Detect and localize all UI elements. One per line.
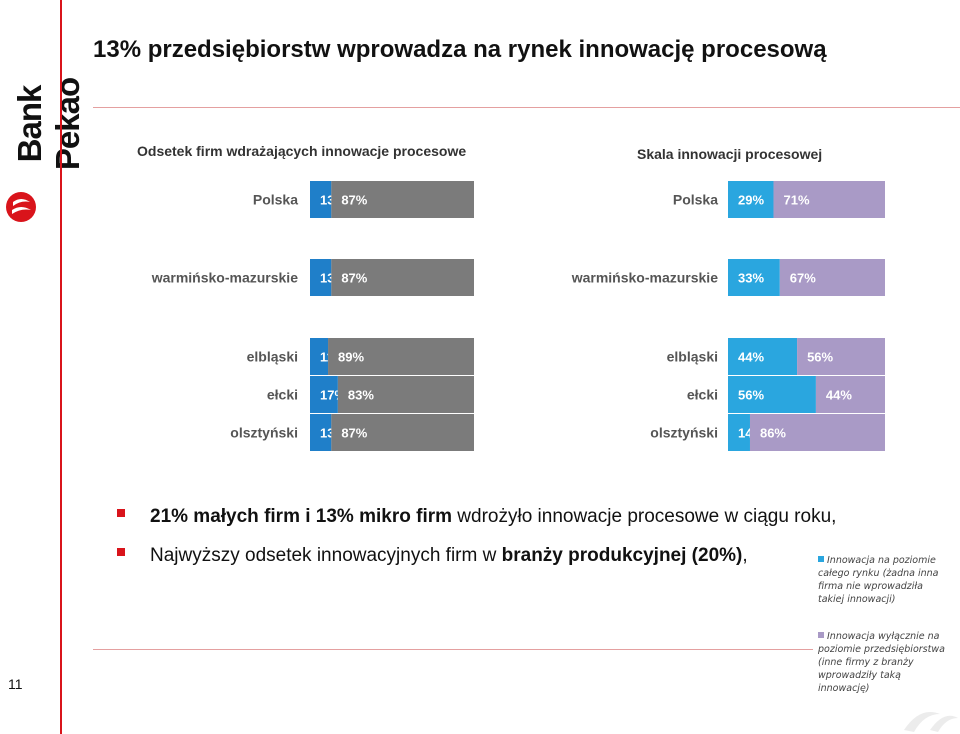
- bullet-marker-1: [117, 509, 125, 517]
- watermark-logo-icon: [904, 712, 958, 732]
- right-bar-segment-0: [728, 181, 774, 218]
- right-category-label: ełcki: [687, 387, 718, 403]
- left-category-label: Polska: [253, 192, 298, 208]
- left-data-label: 17%: [320, 388, 346, 403]
- bullet-text-1: 21% małych firm i 13% mikro firm wdrożył…: [150, 506, 836, 528]
- right-bar-segment-1: [773, 181, 885, 218]
- bullet-marker-2: [117, 548, 125, 556]
- bullet-2-pre: Najwyższy odsetek innowacyjnych firm w: [150, 545, 502, 566]
- right-bar-segment-0: [728, 376, 816, 413]
- left-data-label: 13%: [320, 426, 346, 441]
- left-bar-segment-1: [328, 338, 474, 375]
- left-bar-segment-0: [310, 414, 332, 451]
- brand-sidebar: Bank Pekao 11: [0, 0, 86, 734]
- left-bar-segment-1: [331, 181, 474, 218]
- right-data-label: 44%: [738, 350, 764, 365]
- right-category-label: Polska: [673, 192, 718, 208]
- right-bar-segment-0: [728, 414, 750, 451]
- left-data-label: 89%: [338, 350, 364, 365]
- right-category-label: elbląski: [667, 349, 718, 365]
- page-title: 13% przedsiębiorstw wprowadza na rynek i…: [93, 36, 827, 63]
- bank-logo-icon: [6, 192, 36, 222]
- legend-label-market: Innowacja na poziomie całego rynku (żadn…: [818, 555, 939, 605]
- right-bar-segment-0: [728, 259, 780, 296]
- right-bar-segment-1: [749, 414, 885, 451]
- left-data-label: 87%: [341, 193, 367, 208]
- left-category-label: warmińsko-mazurskie: [151, 270, 298, 286]
- left-data-label: 87%: [341, 271, 367, 286]
- bullet-1-bold: 21% małych firm i 13% mikro firm: [150, 506, 453, 527]
- left-data-label: 87%: [341, 426, 367, 441]
- title-divider: [93, 107, 960, 108]
- right-data-label: 33%: [738, 271, 764, 286]
- bullet-2-post: ,: [742, 545, 748, 566]
- left-bar-segment-0: [310, 376, 338, 413]
- bullet-text-2: Najwyższy odsetek innowacyjnych firm w b…: [150, 545, 748, 567]
- footer-divider: [93, 649, 813, 650]
- right-data-label: 56%: [807, 350, 833, 365]
- left-bar-segment-0: [310, 259, 332, 296]
- right-bar-segment-0: [728, 338, 798, 375]
- left-data-label: 83%: [348, 388, 374, 403]
- legend-item-market: Innowacja na poziomie całego rynku (żadn…: [818, 554, 948, 606]
- right-data-label: 14%: [738, 426, 764, 441]
- bullet-2-bold: branży produkcyjnej (20%): [501, 545, 743, 566]
- right-data-label: 56%: [738, 388, 764, 403]
- right-category-label: olsztyński: [650, 425, 718, 441]
- right-category-label: warmińsko-mazurskie: [571, 270, 718, 286]
- left-data-label: 11%: [320, 350, 346, 365]
- right-data-label: 44%: [826, 388, 852, 403]
- right-data-label: 71%: [784, 193, 810, 208]
- left-data-label: 13%: [320, 193, 346, 208]
- right-chart-title: Skala innowacji procesowej: [637, 146, 823, 162]
- left-bar-segment-1: [331, 414, 474, 451]
- left-bar-segment-0: [310, 181, 332, 218]
- legend-swatch-blue: [818, 556, 824, 562]
- right-bar-segment-1: [779, 259, 885, 296]
- right-data-label: 67%: [790, 271, 816, 286]
- legend-swatch-purple: [818, 632, 824, 638]
- left-chart-title: Odsetek firm wdrażających innowacje proc…: [137, 143, 467, 159]
- left-data-label: 13%: [320, 271, 346, 286]
- left-bar-segment-1: [337, 376, 474, 413]
- right-data-label: 29%: [738, 193, 764, 208]
- right-bar-segment-1: [797, 338, 885, 375]
- left-bar-segment-0: [310, 338, 329, 375]
- legend-label-company: Innowacja wyłącznie na poziomie przedsię…: [818, 631, 945, 694]
- brand-logo-text: Bank Pekao: [11, 77, 86, 171]
- left-category-label: olsztyński: [230, 425, 298, 441]
- sidebar-divider: [60, 0, 62, 734]
- right-data-label: 86%: [760, 426, 786, 441]
- left-bar-segment-1: [331, 259, 474, 296]
- page-number: 11: [8, 676, 23, 692]
- left-category-label: elbląski: [247, 349, 298, 365]
- left-category-label: ełcki: [267, 387, 298, 403]
- right-bar-segment-1: [815, 376, 885, 413]
- legend-item-company: Innowacja wyłącznie na poziomie przedsię…: [818, 630, 948, 695]
- bullet-1-rest: wdrożyło innowacje procesowe w ciągu rok…: [452, 506, 837, 527]
